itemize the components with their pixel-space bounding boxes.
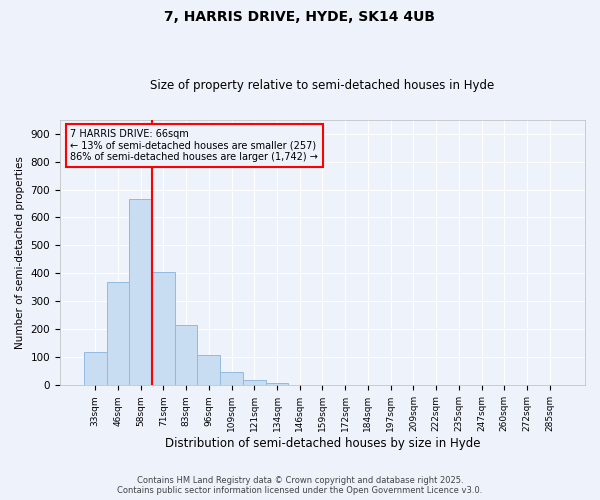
Bar: [220, 372, 243, 386]
Bar: [175, 325, 197, 386]
Bar: [107, 282, 129, 386]
Y-axis label: Number of semi-detached properties: Number of semi-detached properties: [15, 156, 25, 349]
Bar: [197, 355, 220, 386]
X-axis label: Distribution of semi-detached houses by size in Hyde: Distribution of semi-detached houses by …: [165, 437, 480, 450]
Bar: [152, 272, 175, 386]
Text: Contains HM Land Registry data © Crown copyright and database right 2025.
Contai: Contains HM Land Registry data © Crown c…: [118, 476, 482, 495]
Bar: [289, 384, 311, 386]
Title: Size of property relative to semi-detached houses in Hyde: Size of property relative to semi-detach…: [151, 79, 494, 92]
Bar: [129, 200, 152, 386]
Text: 7, HARRIS DRIVE, HYDE, SK14 4UB: 7, HARRIS DRIVE, HYDE, SK14 4UB: [164, 10, 436, 24]
Text: 7 HARRIS DRIVE: 66sqm
← 13% of semi-detached houses are smaller (257)
86% of sem: 7 HARRIS DRIVE: 66sqm ← 13% of semi-deta…: [70, 129, 318, 162]
Bar: [84, 352, 107, 386]
Bar: [266, 384, 289, 386]
Bar: [243, 380, 266, 386]
